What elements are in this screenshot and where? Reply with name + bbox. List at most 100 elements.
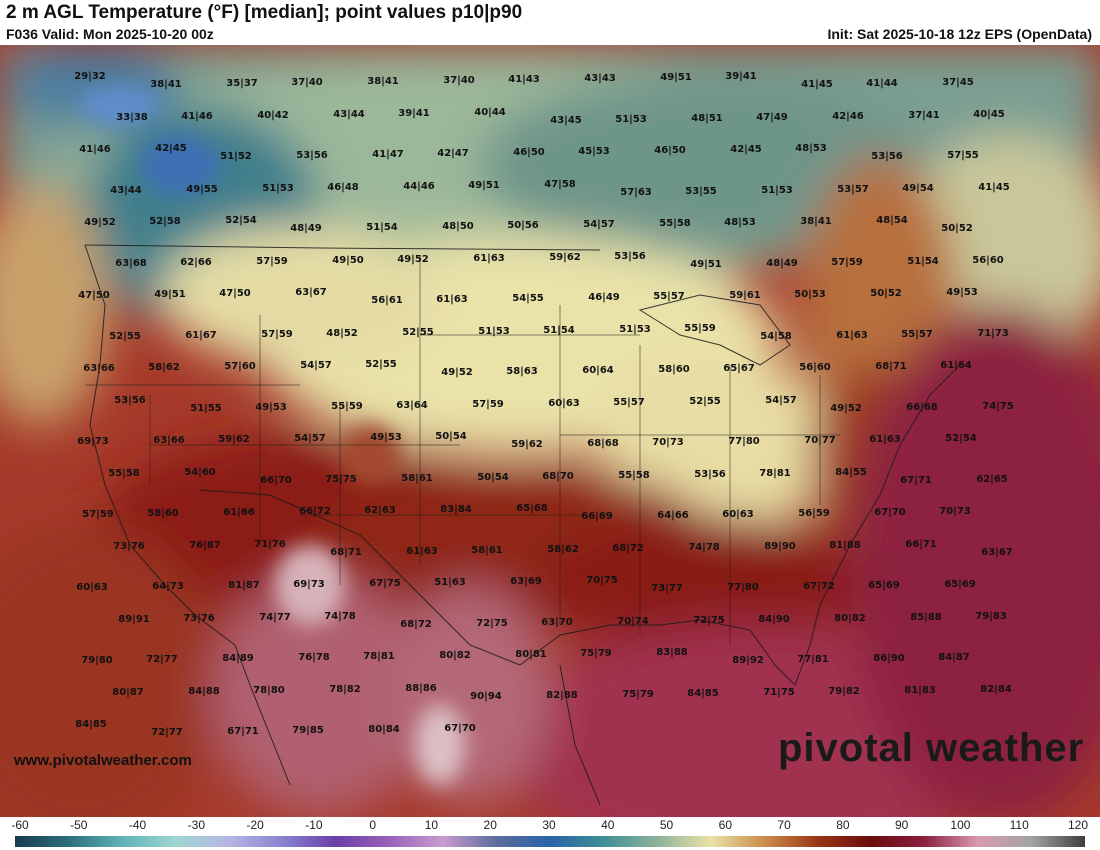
point-value-label: 84|55: [835, 467, 867, 478]
point-value-label: 58|63: [506, 366, 538, 377]
point-value-label: 74|77: [259, 612, 291, 623]
point-value-label: 47|58: [544, 179, 576, 190]
point-value-label: 63|66: [83, 363, 115, 374]
point-value-label: 42|47: [437, 148, 469, 159]
point-value-label: 50|52: [870, 288, 902, 299]
point-value-label: 67|72: [803, 581, 835, 592]
point-value-label: 49|52: [84, 217, 116, 228]
init-time: Init: Sat 2025-10-18 12z EPS (OpenData): [827, 26, 1092, 42]
point-value-label: 48|49: [290, 223, 322, 234]
us-canada-border: [84, 244, 601, 251]
point-value-label: 61|66: [223, 507, 255, 518]
point-value-label: 48|54: [876, 215, 908, 226]
point-value-label: 68|70: [542, 471, 574, 482]
point-value-label: 63|67: [981, 547, 1013, 558]
point-value-label: 46|50: [513, 147, 545, 158]
point-value-label: 62|63: [364, 505, 396, 516]
point-value-label: 51|53: [619, 324, 651, 335]
point-value-label: 80|82: [834, 613, 866, 624]
point-value-label: 68|71: [330, 547, 362, 558]
point-value-label: 37|45: [942, 77, 974, 88]
point-value-label: 66|72: [299, 506, 331, 517]
point-value-label: 43|45: [550, 115, 582, 126]
point-value-label: 51|63: [434, 577, 466, 588]
point-value-label: 49|55: [186, 184, 218, 195]
point-value-label: 76|87: [189, 540, 221, 551]
point-value-label: 57|55: [947, 150, 979, 161]
point-value-label: 55|57: [653, 291, 685, 302]
point-value-label: 51|53: [262, 183, 294, 194]
colorbar-tick-label: 90: [894, 818, 909, 832]
point-value-label: 70|73: [939, 506, 971, 517]
point-value-label: 66|68: [906, 402, 938, 413]
point-value-label: 77|81: [797, 654, 829, 665]
point-value-label: 67|70: [444, 723, 476, 734]
point-value-label: 64|73: [152, 581, 184, 592]
point-value-label: 48|50: [442, 221, 474, 232]
point-value-label: 57|59: [261, 329, 293, 340]
valid-time: F036 Valid: Mon 2025-10-20 00z: [6, 26, 214, 42]
point-value-label: 61|64: [940, 360, 972, 371]
point-value-label: 42|46: [832, 111, 864, 122]
point-value-label: 50|54: [435, 431, 467, 442]
point-value-label: 89|91: [118, 614, 150, 625]
colorbar-tick-label: 120: [1067, 818, 1089, 832]
point-value-label: 70|77: [804, 435, 836, 446]
point-value-label: 48|49: [766, 258, 798, 269]
point-value-label: 73|76: [183, 613, 215, 624]
point-value-label: 49|54: [902, 183, 934, 194]
colorbar-tick-label: 0: [369, 818, 376, 832]
point-value-label: 41|43: [508, 74, 540, 85]
point-value-label: 74|78: [688, 542, 720, 553]
atlantic-coast-line: [749, 364, 961, 686]
point-value-label: 50|53: [794, 289, 826, 300]
colorbar-tick-label: -40: [128, 818, 147, 832]
baja-coast-line: [234, 644, 291, 786]
point-value-label: 68|68: [587, 438, 619, 449]
point-value-label: 49|51: [660, 72, 692, 83]
point-value-label: 29|32: [74, 71, 106, 82]
point-value-label: 90|94: [470, 691, 502, 702]
point-value-label: 61|63: [473, 253, 505, 264]
point-value-label: 56|60: [799, 362, 831, 373]
point-value-label: 51|53: [478, 326, 510, 337]
point-value-label: 49|52: [397, 254, 429, 265]
point-value-label: 81|83: [904, 685, 936, 696]
point-value-label: 72|77: [146, 654, 178, 665]
point-value-label: 53|56: [114, 395, 146, 406]
point-value-label: 51|53: [615, 114, 647, 125]
point-value-label: 48|53: [795, 143, 827, 154]
point-value-label: 51|54: [907, 256, 939, 267]
gulf-coast-line: [519, 619, 751, 666]
point-value-label: 55|58: [659, 218, 691, 229]
point-value-label: 41|45: [801, 79, 833, 90]
point-value-label: 49|53: [370, 432, 402, 443]
point-value-label: 52|55: [689, 396, 721, 407]
point-value-label: 54|57: [765, 395, 797, 406]
point-value-label: 60|64: [582, 365, 614, 376]
point-value-label: 71|75: [763, 687, 795, 698]
point-value-label: 75|79: [622, 689, 654, 700]
point-value-label: 39|41: [398, 108, 430, 119]
point-value-label: 47|49: [756, 112, 788, 123]
point-value-label: 71|73: [977, 328, 1009, 339]
colorbar-tick-label: -30: [187, 818, 205, 832]
colorbar-tick-label: 70: [777, 818, 791, 832]
point-value-label: 53|55: [685, 186, 717, 197]
point-value-label: 46|50: [654, 145, 686, 156]
point-value-label: 58|62: [148, 362, 180, 373]
point-value-label: 79|85: [292, 725, 324, 736]
point-value-label: 80|82: [439, 650, 471, 661]
website-label: www.pivotalweather.com: [14, 752, 192, 769]
point-value-label: 80|84: [368, 724, 400, 735]
point-value-label: 85|88: [910, 612, 942, 623]
point-value-label: 41|44: [866, 78, 898, 89]
point-value-label: 51|54: [366, 222, 398, 233]
point-value-label: 68|71: [875, 361, 907, 372]
point-value-label: 61|67: [185, 330, 217, 341]
point-value-label: 42|45: [730, 144, 762, 155]
point-value-label: 58|61: [471, 545, 503, 556]
point-value-label: 52|58: [149, 216, 181, 227]
point-value-label: 58|60: [147, 508, 179, 519]
geographic-outlines: [84, 244, 961, 806]
